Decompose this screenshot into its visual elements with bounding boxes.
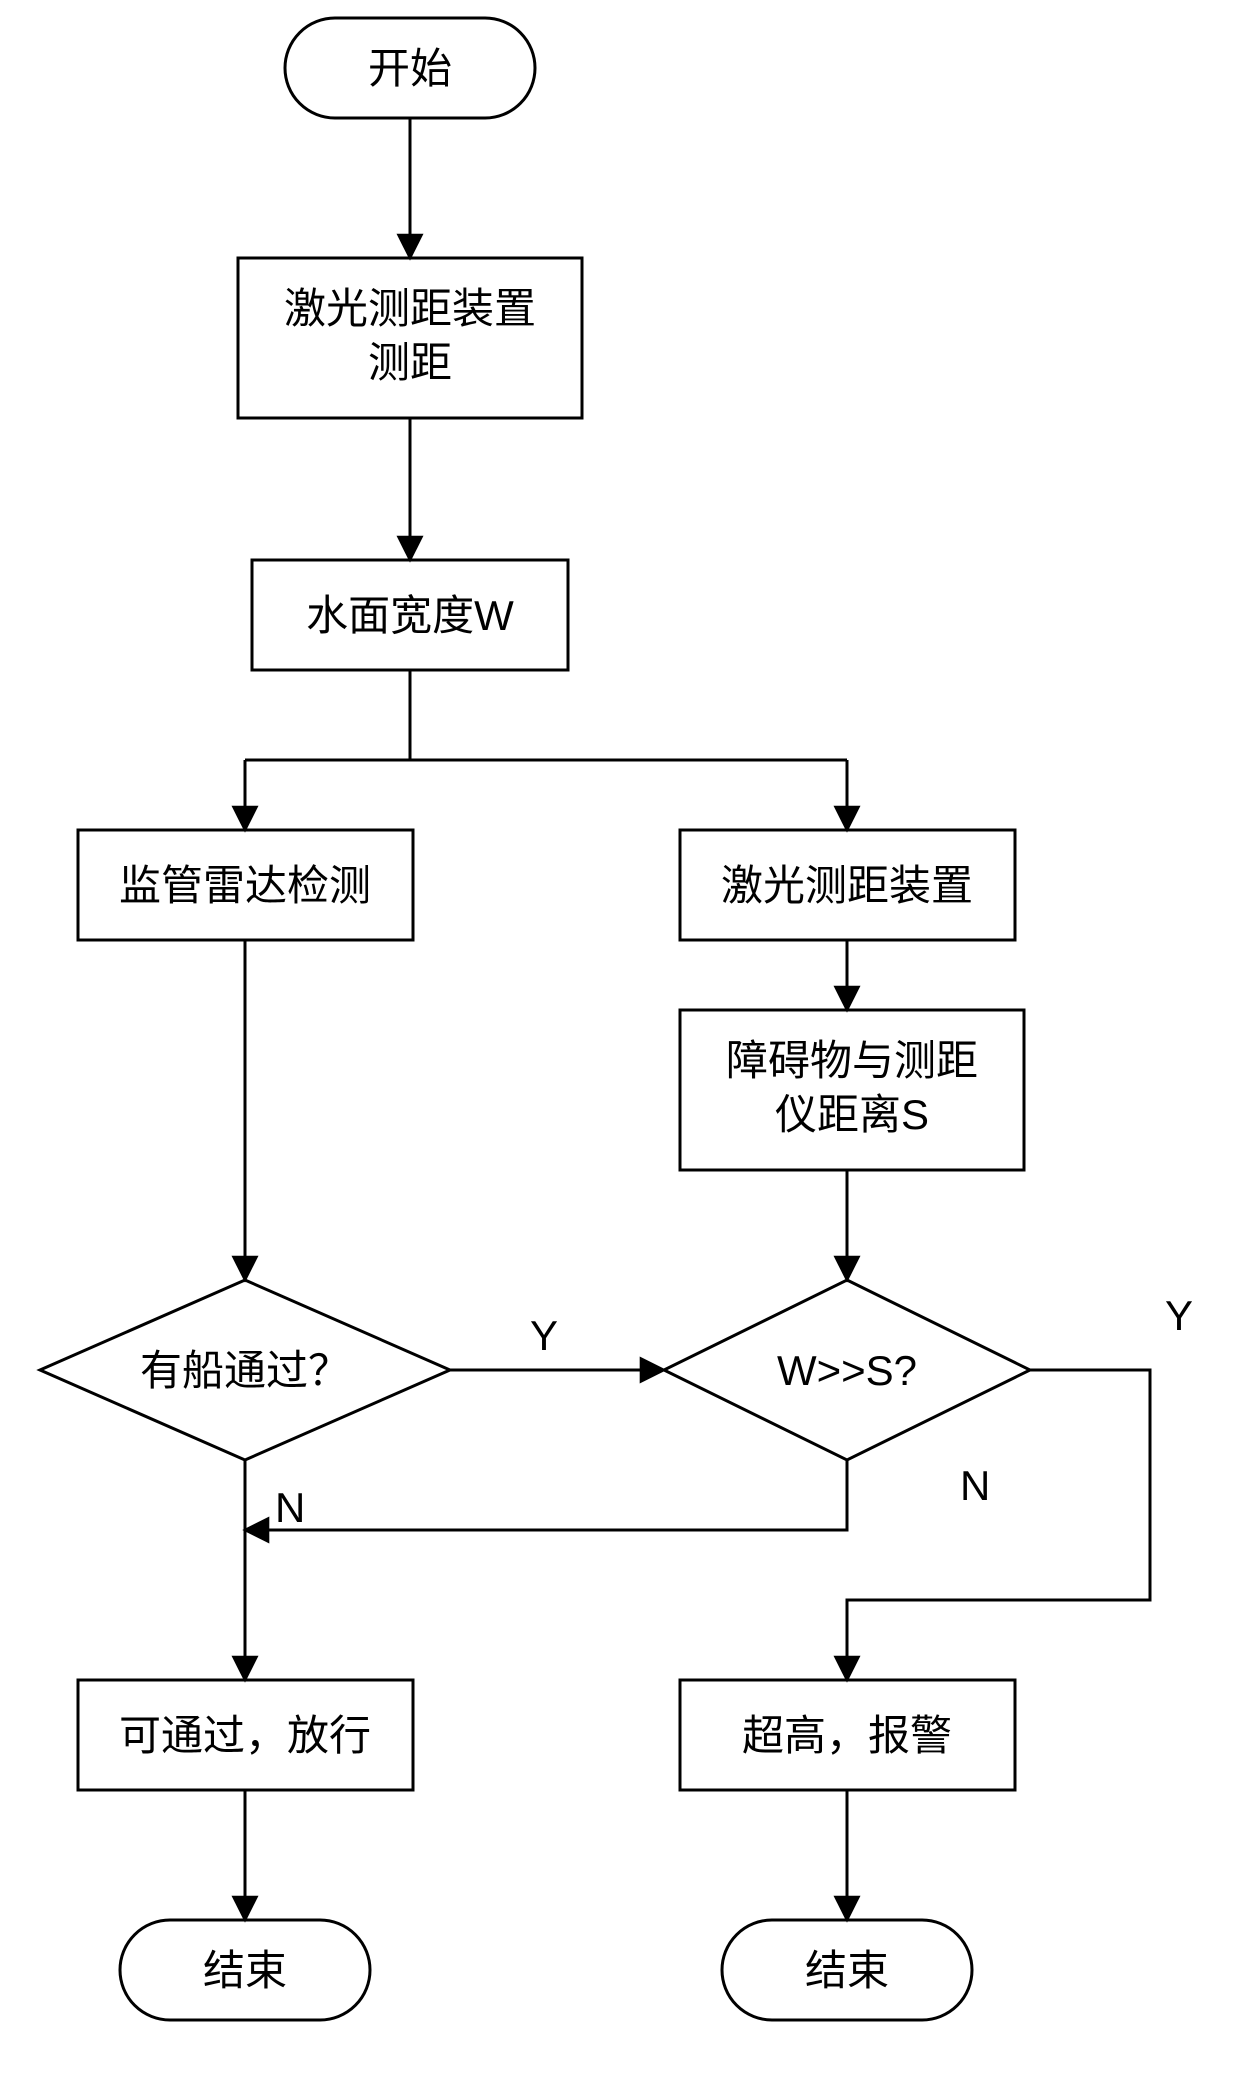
ship-yes-label: Y bbox=[530, 1312, 558, 1359]
ws-yes-label: Y bbox=[1165, 1292, 1193, 1339]
radar-detection-node: 监管雷达检测 bbox=[78, 830, 413, 940]
ship-no-label: N bbox=[275, 1484, 305, 1531]
obstacle-line1: 障碍物与测距 bbox=[726, 1037, 978, 1084]
laser1-line1: 激光测距装置 bbox=[284, 285, 536, 332]
obstacle-distance-node: 障碍物与测距 仪距离S bbox=[680, 1010, 1024, 1170]
start-node: 开始 bbox=[285, 18, 535, 118]
ship-q-label: 有船通过？ bbox=[140, 1347, 350, 1394]
edge-wsq-no bbox=[245, 1460, 847, 1530]
laser2-label: 激光测距装置 bbox=[721, 862, 973, 909]
radar-label: 监管雷达检测 bbox=[119, 862, 371, 909]
ws-q-label: W>>S? bbox=[777, 1347, 917, 1394]
edge-split-bus bbox=[245, 670, 847, 830]
start-label: 开始 bbox=[368, 45, 452, 92]
alarm-label: 超高，报警 bbox=[742, 1712, 952, 1759]
water-width-node: 水面宽度W bbox=[252, 560, 568, 670]
ship-passing-decision: 有船通过？ bbox=[40, 1280, 450, 1460]
end-left-node: 结束 bbox=[120, 1920, 370, 2020]
end-r-label: 结束 bbox=[805, 1947, 889, 1994]
laser-ranging-1-node: 激光测距装置 测距 bbox=[238, 258, 582, 418]
laser-ranging-2-node: 激光测距装置 bbox=[680, 830, 1015, 940]
alarm-node: 超高，报警 bbox=[680, 1680, 1015, 1790]
ws-no-label: N bbox=[960, 1462, 990, 1509]
width-w-label: 水面宽度W bbox=[306, 592, 514, 639]
pass-node: 可通过，放行 bbox=[78, 1680, 413, 1790]
ws-decision: W>>S? bbox=[664, 1280, 1030, 1460]
pass-label: 可通过，放行 bbox=[119, 1712, 371, 1759]
obstacle-line2: 仪距离S bbox=[775, 1091, 929, 1138]
end-right-node: 结束 bbox=[722, 1920, 972, 2020]
laser1-line2: 测距 bbox=[368, 339, 452, 386]
end-l-label: 结束 bbox=[203, 1947, 287, 1994]
